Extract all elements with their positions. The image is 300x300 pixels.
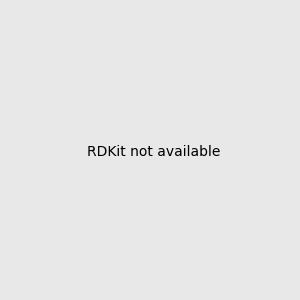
- Text: RDKit not available: RDKit not available: [87, 145, 220, 158]
